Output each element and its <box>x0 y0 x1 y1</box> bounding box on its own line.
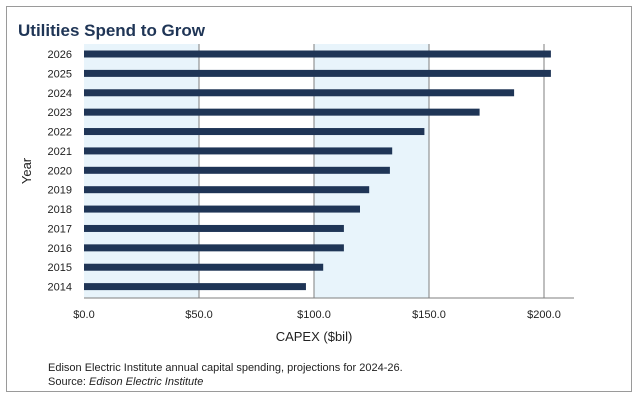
y-tick-label: 2015 <box>48 262 72 274</box>
y-tick-label: 2025 <box>48 68 72 80</box>
bar <box>84 50 551 58</box>
caption-source-name: Edison Electric Institute <box>88 376 204 388</box>
y-tick-label: 2014 <box>48 282 72 294</box>
x-tick-label: $150.0 <box>412 309 446 321</box>
bar <box>84 283 306 291</box>
y-tick-label: 2019 <box>48 185 72 197</box>
y-axis-label: Year <box>19 157 34 184</box>
caption-source-label: Source: <box>48 376 86 388</box>
bar <box>84 205 360 213</box>
y-tick-label: 2024 <box>48 88 72 100</box>
chart-title: Utilities Spend to Grow <box>18 21 206 40</box>
y-tick-label: 2026 <box>48 49 72 61</box>
bar <box>84 69 551 77</box>
bar <box>84 108 480 116</box>
caption-note: Edison Electric Institute annual capital… <box>48 362 403 374</box>
x-tick-label: $0.0 <box>73 309 94 321</box>
caption-source: Source: Edison Electric Institute <box>48 375 403 389</box>
bar <box>84 244 344 252</box>
bar <box>84 186 370 194</box>
y-tick-label: 2016 <box>48 243 72 255</box>
y-tick-label: 2023 <box>48 107 72 119</box>
bar <box>84 128 425 136</box>
y-tick-label: 2018 <box>48 204 72 216</box>
x-tick-label: $200.0 <box>527 309 561 321</box>
y-tick-label: 2020 <box>48 165 72 177</box>
bar <box>84 263 324 271</box>
y-tick-label: 2022 <box>48 127 72 139</box>
y-tick-labels: 2026 2025 2024 2023 2022 2021 2020 2019 2018 2017… <box>48 49 72 294</box>
bar <box>84 224 344 232</box>
x-tick-label: $50.0 <box>185 309 213 321</box>
x-axis-label: CAPEX ($bil) <box>276 329 353 344</box>
bar <box>84 166 390 174</box>
caption: Edison Electric Institute annual capital… <box>48 361 403 389</box>
bar <box>84 89 515 97</box>
y-tick-label: 2021 <box>48 146 72 158</box>
x-tick-label: $100.0 <box>297 309 331 321</box>
x-tick-labels: $0.0 $50.0 $100.0 $150.0 $200.0 <box>73 309 561 321</box>
bar <box>84 147 393 155</box>
y-tick-label: 2017 <box>48 223 72 235</box>
bars <box>84 50 551 291</box>
